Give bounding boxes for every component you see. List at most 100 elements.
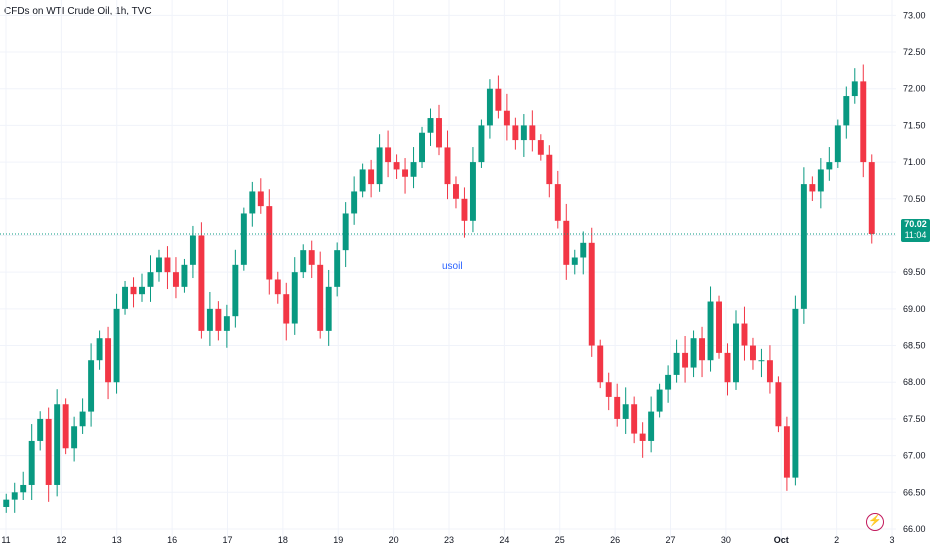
candle-body: [45, 418, 52, 485]
candle-body: [79, 411, 86, 427]
x-tick-label: 20: [389, 535, 399, 545]
y-tick-label: 71.50: [903, 120, 926, 130]
candle-body: [775, 382, 782, 427]
candle-body: [478, 125, 485, 163]
candle-body: [20, 484, 27, 493]
candle-body: [766, 360, 773, 383]
y-tick-label: 71.00: [903, 157, 926, 167]
candle-body: [325, 286, 332, 331]
candle-body: [164, 257, 171, 273]
candle-body: [291, 272, 298, 324]
candle-body: [758, 360, 765, 362]
candle-body: [283, 294, 290, 324]
x-tick-label: Oct: [774, 535, 789, 545]
candle-body: [826, 162, 833, 170]
symbol-watermark: usoil: [442, 261, 463, 272]
y-tick-label: 73.00: [903, 10, 926, 20]
x-tick-label: 30: [721, 535, 731, 545]
candle-body: [3, 499, 10, 507]
y-tick-label: 69.00: [903, 304, 926, 314]
x-tick-label: 18: [278, 535, 288, 545]
candle-body: [503, 110, 510, 126]
candle-body: [639, 433, 646, 441]
candle-body: [342, 213, 349, 251]
candle-body: [597, 345, 604, 383]
y-tick-label: 69.50: [903, 267, 926, 277]
x-tick-label: 12: [56, 535, 66, 545]
candle-body: [71, 426, 78, 449]
candle-body: [308, 250, 315, 265]
candle-body: [809, 184, 816, 192]
y-tick-label: 66.00: [903, 524, 926, 534]
candle-body: [682, 352, 689, 368]
candle-body: [512, 125, 519, 141]
candle-body: [851, 81, 858, 97]
candle-body: [707, 301, 714, 361]
candle-body: [724, 352, 731, 383]
candle-body: [614, 396, 621, 419]
candle-body: [453, 184, 459, 199]
y-tick-label: 72.00: [903, 84, 926, 94]
x-tick-label: 16: [167, 535, 177, 545]
candle-body: [444, 147, 451, 185]
candle-body: [88, 360, 95, 412]
candle-body: [868, 162, 875, 235]
candle-body: [249, 191, 256, 214]
candle-body: [410, 162, 417, 177]
x-tick-label: 2: [834, 535, 839, 545]
candle-body: [402, 169, 409, 177]
candle-body: [843, 96, 850, 126]
grid: [0, 0, 896, 540]
candle-body: [469, 162, 476, 221]
x-tick-label: 19: [333, 535, 343, 545]
candle-body: [554, 184, 561, 221]
candle-body: [240, 213, 247, 265]
candle-body: [792, 308, 799, 478]
lightning-icon[interactable]: ⚡: [866, 513, 884, 531]
candle-body: [96, 338, 103, 361]
countdown-label: 11:04: [904, 230, 927, 240]
candle-body: [605, 382, 612, 397]
candle-body: [834, 125, 841, 163]
time-axis[interactable]: 11 12 13 16 17 18 19 20 23 24 25 26 27 30 Oct 2 3: [1, 535, 894, 545]
current-price-label: 70.02: [904, 219, 927, 229]
candle-body: [122, 286, 129, 309]
candle-body: [673, 352, 680, 375]
candle-body: [274, 279, 281, 295]
candle-body: [368, 169, 375, 185]
candle-body: [181, 264, 188, 287]
candle-body: [393, 162, 400, 170]
candle-body: [130, 286, 137, 295]
candle-body: [206, 308, 213, 331]
x-tick-label: 23: [444, 535, 454, 545]
price-axis[interactable]: 66.00 66.50 67.00 67.50 68.00 68.50 69.00 69.50…: [903, 10, 926, 534]
y-tick-label: 70.50: [903, 194, 926, 204]
y-tick-label: 72.50: [903, 47, 926, 57]
candle-body: [385, 147, 392, 163]
x-tick-label: 26: [610, 535, 620, 545]
candle-body: [427, 118, 434, 133]
candles: [3, 64, 875, 513]
candle-body: [860, 81, 867, 163]
candle-body: [223, 316, 230, 331]
candle-body: [800, 184, 807, 309]
chart-title: CFDs on WTI Crude Oil, 1h, TVC: [4, 6, 152, 17]
x-tick-label: 25: [555, 535, 565, 545]
candle-body: [486, 88, 493, 126]
x-tick-label: 17: [222, 535, 232, 545]
candle-body: [317, 264, 324, 331]
x-tick-label: 3: [889, 535, 894, 545]
candle-body: [147, 272, 154, 287]
candle-body: [588, 242, 595, 346]
candle-body: [359, 169, 366, 192]
candle-body: [139, 286, 145, 295]
y-tick-label: 67.50: [903, 414, 926, 424]
candle-body: [232, 264, 239, 317]
candle-body: [376, 147, 383, 185]
candle-body: [11, 492, 18, 500]
candle-body: [419, 132, 425, 163]
candle-body: [631, 404, 638, 434]
candle-body: [648, 411, 655, 441]
candle-body: [537, 140, 544, 155]
